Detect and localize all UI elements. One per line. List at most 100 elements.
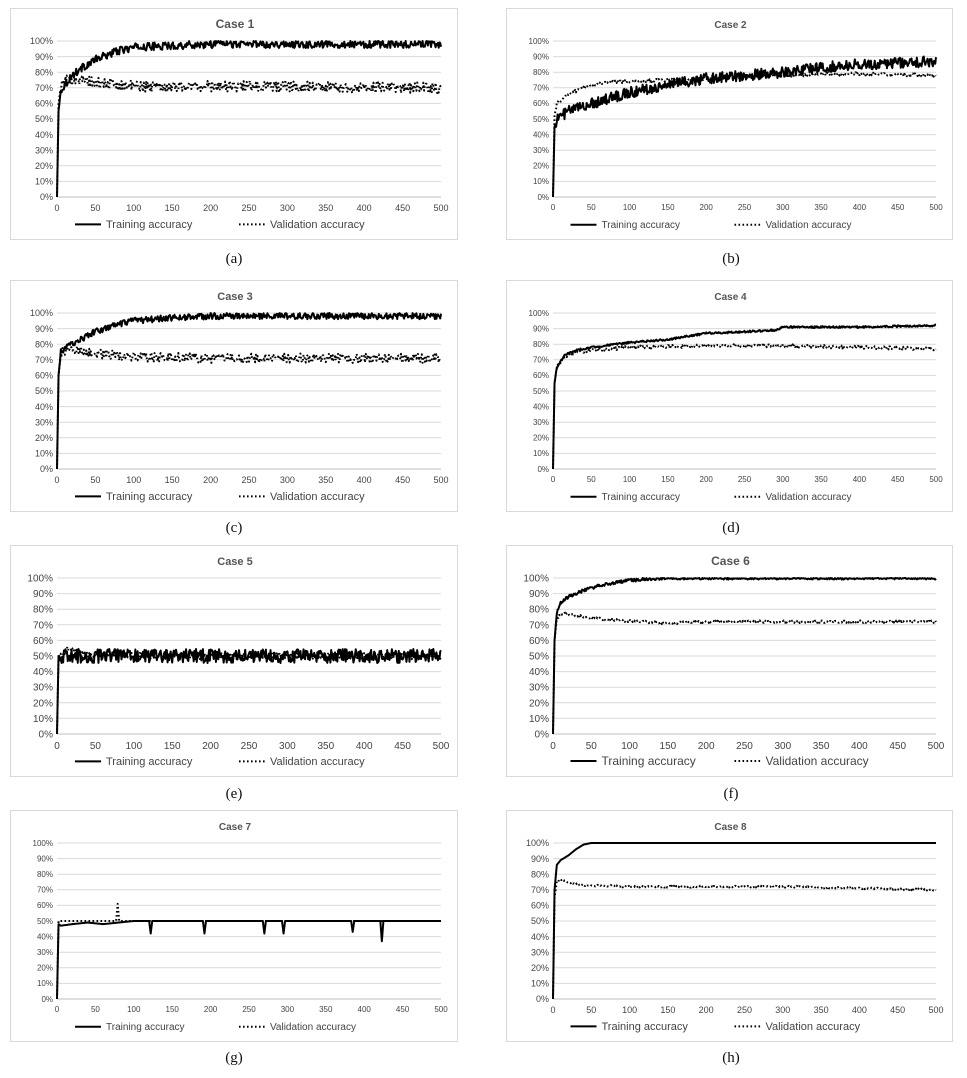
y-tick-label: 10%: [33, 714, 53, 725]
x-tick-label: 400: [356, 741, 373, 752]
training-accuracy-line: [56, 647, 442, 735]
x-tick-label: 150: [661, 475, 675, 484]
y-tick-label: 60%: [531, 901, 549, 911]
y-tick-label: 0%: [41, 995, 53, 1004]
y-tick-label: 50%: [35, 114, 53, 124]
y-tick-label: 100%: [30, 36, 53, 46]
y-tick-label: 80%: [35, 339, 53, 349]
training-accuracy-line: [56, 312, 442, 470]
x-tick-label: 400: [852, 1005, 867, 1015]
y-tick-label: 40%: [529, 667, 549, 678]
x-tick-label: 150: [165, 203, 180, 213]
y-tick-label: 100%: [27, 574, 53, 585]
x-tick-label: 200: [204, 1005, 218, 1014]
y-tick-label: 50%: [533, 115, 549, 124]
y-tick-label: 40%: [533, 130, 549, 139]
y-tick-label: 80%: [533, 340, 549, 349]
x-tick-label: 250: [241, 741, 258, 752]
y-tick-label: 50%: [33, 652, 53, 663]
chart-panel: Case 4 0% 10% 20% 30% 40% 50% 60% 70% 80% 90% 100% 0…: [506, 280, 953, 512]
x-tick-label: 450: [396, 1005, 410, 1014]
line-chart: Case 3 0% 10% 20% 30% 40% 50% 60% 70% 80% 90% 100% 0…: [30, 291, 449, 503]
validation-accuracy-line: [56, 74, 442, 198]
legend-label: Training accuracy: [106, 219, 193, 231]
y-tick-label: 10%: [529, 714, 549, 725]
chart-title: Case 1: [216, 17, 255, 31]
x-tick-label: 250: [242, 1005, 256, 1014]
x-tick-label: 350: [317, 741, 334, 752]
y-tick-label: 100%: [523, 574, 549, 585]
y-tick-label: 70%: [531, 885, 549, 895]
panel-caption: (g): [225, 1050, 243, 1066]
y-tick-label: 10%: [35, 177, 53, 187]
training-accuracy-line: [552, 323, 937, 470]
legend-label: Validation accuracy: [766, 754, 869, 768]
panel-caption: (e): [225, 786, 243, 802]
y-tick-label: 50%: [529, 652, 549, 663]
y-tick-label: 60%: [33, 636, 53, 647]
y-tick-label: 50%: [531, 916, 549, 926]
legend-label: Training accuracy: [602, 1021, 689, 1033]
y-tick-label: 80%: [529, 605, 549, 616]
y-tick-label: 90%: [37, 854, 53, 863]
chart-panel: Case 6 0% 10% 20% 30% 40% 50% 60% 70% 80% 90% 100% 0…: [506, 545, 953, 777]
y-tick-label: 80%: [531, 869, 549, 879]
y-tick-label: 70%: [533, 84, 549, 93]
x-tick-label: 300: [280, 475, 295, 485]
x-tick-label: 50: [586, 1005, 596, 1015]
x-tick-label: 150: [660, 741, 677, 752]
x-tick-label: 0: [550, 1005, 555, 1015]
y-tick-label: 30%: [35, 145, 53, 155]
y-tick-label: 70%: [533, 356, 549, 365]
x-tick-label: 100: [127, 1005, 141, 1014]
y-tick-label: 90%: [35, 52, 53, 62]
x-tick-label: 150: [660, 1005, 675, 1015]
validation-accuracy-line: [56, 345, 442, 470]
x-tick-label: 200: [699, 1005, 714, 1015]
y-tick-label: 20%: [35, 161, 53, 171]
x-tick-label: 400: [851, 741, 868, 752]
y-tick-label: 10%: [533, 177, 549, 186]
x-tick-label: 50: [90, 203, 100, 213]
y-tick-label: 20%: [35, 433, 53, 443]
y-tick-label: 20%: [37, 964, 53, 973]
x-tick-label: 350: [814, 475, 828, 484]
validation-accuracy-line: [552, 71, 937, 198]
y-tick-label: 90%: [533, 324, 549, 333]
chart-title: Case 6: [711, 554, 750, 568]
panel-caption: (d): [722, 520, 740, 536]
y-tick-label: 80%: [37, 870, 53, 879]
legend-label: Validation accuracy: [766, 1021, 861, 1033]
x-tick-label: 0: [551, 475, 556, 484]
legend-label: Training accuracy: [602, 492, 681, 503]
y-tick-label: 70%: [35, 355, 53, 365]
x-tick-label: 350: [318, 475, 333, 485]
chart-panel: Case 1 0% 10% 20% 30% 40% 50% 60% 70% 80% 90% 100% 0…: [10, 8, 458, 240]
x-tick-label: 200: [202, 741, 219, 752]
y-tick-label: 0%: [535, 730, 550, 741]
x-tick-label: 500: [434, 1005, 448, 1014]
x-tick-label: 300: [281, 1005, 295, 1014]
y-tick-label: 70%: [33, 620, 53, 631]
x-tick-label: 150: [165, 475, 180, 485]
x-tick-label: 50: [587, 203, 596, 212]
x-tick-label: 50: [90, 475, 100, 485]
x-tick-label: 150: [661, 203, 675, 212]
panel-caption: (h): [722, 1050, 740, 1066]
y-tick-label: 40%: [35, 402, 53, 412]
legend-label: Validation accuracy: [270, 219, 365, 231]
y-tick-label: 20%: [531, 963, 549, 973]
y-tick-label: 70%: [35, 83, 53, 93]
line-chart: Case 4 0% 10% 20% 30% 40% 50% 60% 70% 80% 90% 100% 0…: [529, 292, 944, 503]
y-tick-label: 30%: [533, 418, 549, 427]
y-tick-label: 90%: [529, 589, 549, 600]
validation-accuracy-line: [552, 611, 937, 735]
y-tick-label: 20%: [529, 698, 549, 709]
y-tick-label: 50%: [35, 386, 53, 396]
x-tick-label: 300: [775, 1005, 790, 1015]
y-tick-label: 40%: [33, 667, 53, 678]
legend-label: Validation accuracy: [766, 492, 852, 503]
x-tick-label: 300: [280, 203, 295, 213]
y-tick-label: 60%: [533, 99, 549, 108]
x-tick-label: 0: [54, 475, 59, 485]
